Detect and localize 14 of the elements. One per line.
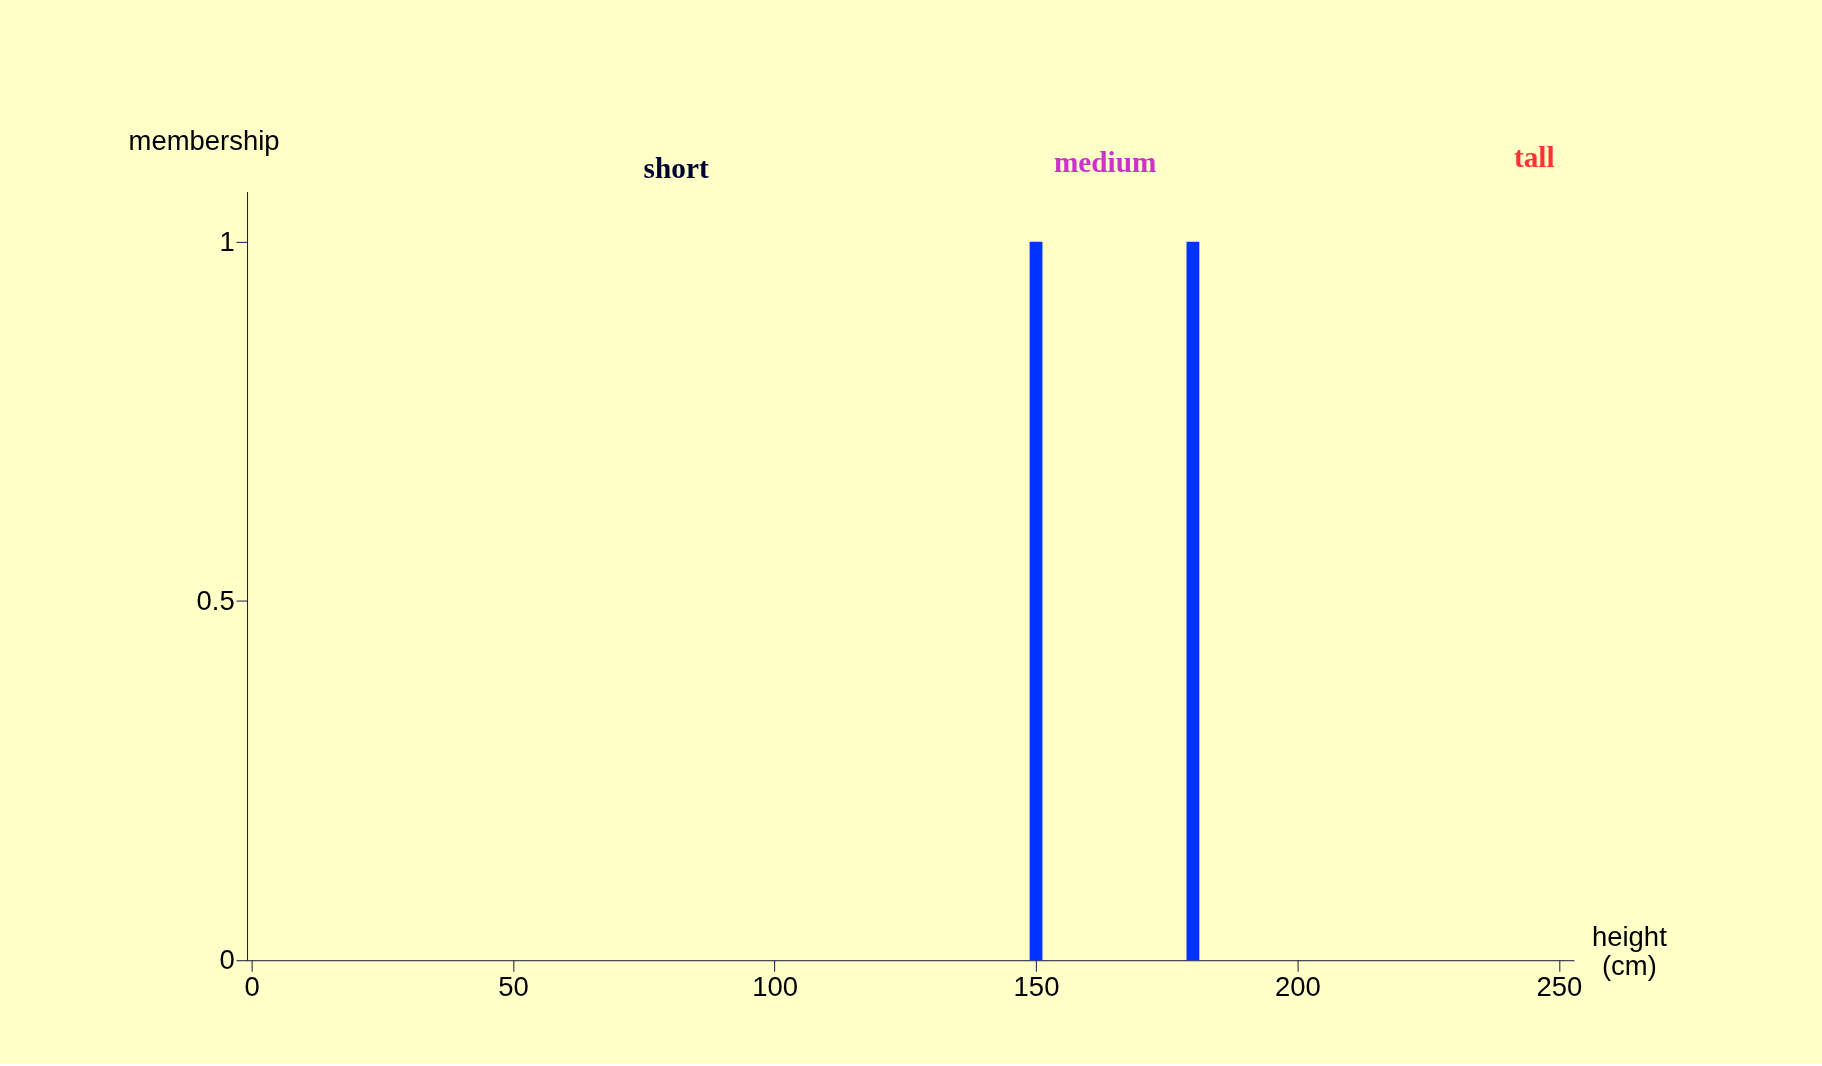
y-axis-title: membership bbox=[128, 124, 280, 156]
x-tick-label: 250 bbox=[1536, 970, 1583, 1002]
y-tick-label: 1 bbox=[219, 225, 235, 257]
x-axis-title: height (cm) bbox=[1591, 921, 1668, 982]
text: medium bbox=[1053, 146, 1157, 179]
x-tick-label: 50 bbox=[498, 970, 529, 1002]
y-tick-label: 0.5 bbox=[196, 584, 235, 616]
text: short bbox=[643, 151, 709, 184]
x-tick-label: 100 bbox=[752, 970, 798, 1002]
y-tick-label: 0 bbox=[219, 943, 235, 975]
x-tick-label: 200 bbox=[1275, 970, 1321, 1002]
x-tick-label: 0 bbox=[244, 970, 260, 1002]
x-tick-label: 150 bbox=[1013, 970, 1060, 1002]
text: tall bbox=[1513, 140, 1555, 173]
